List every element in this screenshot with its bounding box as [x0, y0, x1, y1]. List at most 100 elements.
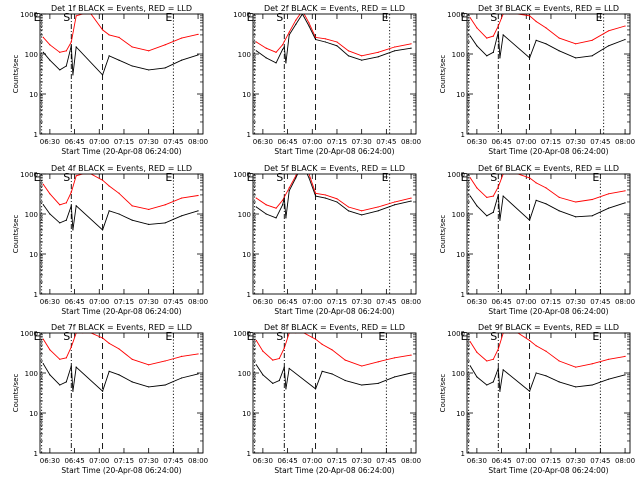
data-point	[265, 57, 267, 59]
data-point	[535, 39, 537, 41]
marker-label: S	[276, 11, 283, 24]
plot-frame	[466, 173, 631, 295]
marker-label: E	[378, 330, 385, 343]
y-tick-label: 100	[25, 211, 38, 219]
x-axis-label: Start Time (20-Apr-08 06:24:00)	[61, 307, 181, 316]
y-axis-label: Counts/sec	[12, 374, 20, 413]
data-point	[42, 338, 44, 340]
x-tick-label: 08:00	[615, 457, 635, 465]
marker-label: E	[34, 11, 41, 24]
data-point	[65, 219, 67, 221]
data-point	[197, 353, 199, 355]
y-tick-label: 1	[461, 131, 465, 139]
x-tick-label: 07:30	[566, 457, 586, 465]
y-tick-label: 10	[242, 410, 251, 418]
data-point	[282, 199, 284, 201]
data-point	[101, 337, 104, 339]
data-point	[486, 37, 488, 39]
data-point	[272, 382, 274, 384]
data-point	[558, 50, 560, 52]
data-point	[49, 374, 51, 376]
data-point	[492, 358, 494, 360]
x-tick-label: 07:15	[327, 298, 347, 306]
y-tick-label: 100	[238, 211, 251, 219]
data-point	[59, 51, 61, 53]
data-point	[321, 370, 323, 372]
data-point	[118, 192, 120, 194]
plot-frame	[252, 173, 417, 295]
y-axis-label: Counts/sec	[12, 215, 20, 254]
data-point	[197, 373, 199, 375]
data-point	[180, 355, 183, 358]
data-point	[476, 376, 478, 378]
data-point	[535, 182, 537, 184]
marker-label: S	[276, 330, 283, 343]
marker-label: E	[247, 330, 254, 343]
data-point	[131, 46, 133, 48]
data-point	[70, 191, 72, 193]
data-point	[575, 216, 577, 218]
data-point	[393, 46, 396, 48]
data-point	[49, 44, 51, 46]
data-point	[591, 55, 593, 57]
x-axis-label: Start Time (20-Apr-08 06:24:00)	[488, 147, 608, 156]
series-line-0	[256, 14, 412, 57]
y-tick-label: 10	[29, 91, 38, 99]
chart-title: Det 6f BLACK = Events, RED = LLD	[478, 164, 619, 173]
data-point	[497, 186, 499, 188]
x-tick-label: 06:45	[277, 138, 297, 146]
data-point	[265, 213, 267, 215]
data-point	[575, 366, 577, 368]
y-tick-label: 10	[242, 251, 251, 259]
data-point	[282, 48, 284, 51]
data-point	[377, 51, 379, 53]
x-tick-label: 07:00	[516, 138, 536, 146]
data-point	[288, 34, 290, 36]
x-tick-label: 07:00	[302, 298, 322, 306]
data-point	[499, 390, 501, 392]
data-point	[118, 348, 120, 350]
x-tick-label: 07:45	[376, 298, 396, 306]
data-point	[49, 213, 51, 215]
data-point	[255, 50, 257, 52]
y-tick-label: 1	[247, 291, 251, 299]
data-point	[283, 46, 285, 48]
x-tick-label: 08:00	[188, 138, 208, 146]
data-point	[295, 177, 297, 179]
series-line-1	[255, 364, 412, 390]
chart-panel-2: Det 2f BLACK = Events, RED = LLD 1 10 100 10…	[233, 4, 421, 156]
y-tick-label: 1	[247, 450, 251, 458]
x-axis-label: Start Time (20-Apr-08 06:24:00)	[274, 307, 394, 316]
data-point	[288, 367, 290, 370]
x-axis-label: Start Time (20-Apr-08 06:24:00)	[274, 147, 394, 156]
data-point	[65, 357, 67, 359]
data-point	[101, 229, 104, 231]
data-point	[75, 15, 77, 17]
data-point	[70, 41, 72, 43]
data-point	[324, 38, 327, 40]
y-tick-label: 1000	[447, 330, 465, 338]
data-point	[70, 45, 72, 47]
data-point	[486, 196, 488, 199]
data-point	[59, 384, 61, 386]
data-point	[558, 381, 560, 383]
plot-frame	[39, 173, 204, 295]
x-tick-label: 07:15	[114, 138, 134, 146]
series-group	[469, 333, 626, 392]
data-point	[469, 17, 471, 19]
data-point	[607, 207, 610, 209]
chart-panel-7: Det 7f BLACK = Events, RED = LLD 1 10 100 10…	[12, 323, 208, 475]
data-point	[624, 202, 626, 204]
data-point	[148, 223, 150, 225]
data-point	[476, 45, 478, 47]
series-line-0	[469, 14, 626, 45]
data-point	[469, 341, 471, 343]
series-group	[255, 14, 412, 64]
data-point	[148, 208, 150, 211]
data-point	[308, 177, 310, 179]
data-point	[469, 195, 471, 197]
chart-panel-8: Det 8f BLACK = Events, RED = LLD 1 10 100 10…	[233, 323, 421, 475]
y-tick-label: 10	[242, 91, 251, 99]
data-point	[336, 198, 338, 200]
x-tick-label: 07:00	[516, 457, 536, 465]
